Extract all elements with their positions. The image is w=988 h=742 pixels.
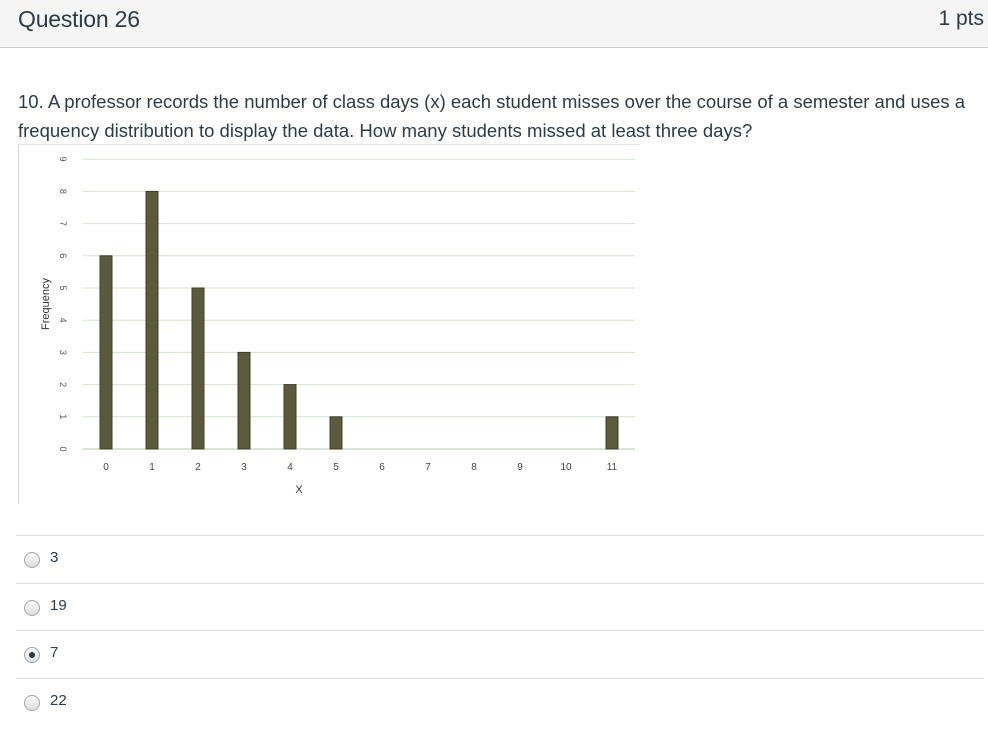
- y-tick-label: 4: [58, 318, 68, 323]
- x-tick-label: 4: [287, 462, 293, 473]
- y-tick-label: 7: [58, 221, 68, 226]
- answer-label: 22: [50, 691, 67, 709]
- radio-button[interactable]: [24, 552, 40, 568]
- radio-button[interactable]: [24, 694, 40, 711]
- question-title: Question 26: [18, 6, 140, 32]
- y-axis-label: Frequency: [40, 278, 52, 330]
- y-tick-label: 1: [58, 414, 68, 419]
- bar: [191, 287, 205, 450]
- frequency-chart: 0 1 2 3 4 5 6 7 8 9 0 1 2 3 4 5 6 7 8 9 10 11 X Frequency: [18, 144, 640, 504]
- question-text: 10. A professor records the number of cl…: [18, 91, 966, 141]
- x-tick-label: 1: [149, 462, 155, 473]
- bar: [283, 384, 297, 450]
- radio-button[interactable]: [24, 647, 40, 663]
- answer-option[interactable]: 7: [16, 630, 984, 678]
- x-tick-label: 11: [607, 462, 618, 473]
- question-points: 1 pts: [938, 7, 984, 30]
- x-tick-label: 9: [517, 462, 523, 473]
- x-tick-label: 6: [379, 462, 385, 473]
- bar: [145, 190, 159, 450]
- answer-label: 19: [50, 596, 67, 614]
- y-tick-label: 2: [58, 382, 68, 387]
- answer-list: 3 19 7 22: [16, 535, 984, 725]
- y-tick-label: 6: [58, 253, 68, 258]
- y-tick-label: 3: [58, 350, 68, 355]
- answer-label: 7: [50, 644, 59, 661]
- bar: [329, 416, 343, 450]
- x-tick-label: 5: [333, 462, 339, 473]
- chart-left-border: [18, 144, 19, 504]
- y-tick-label: 9: [58, 157, 68, 162]
- answer-option[interactable]: 3: [16, 535, 984, 583]
- x-tick-label: 8: [471, 462, 477, 473]
- x-tick-label: 2: [195, 462, 201, 473]
- answer-option[interactable]: 19: [16, 582, 984, 631]
- answer-option[interactable]: 22: [16, 677, 984, 726]
- x-tick-label: 7: [425, 462, 431, 473]
- bar: [605, 416, 619, 450]
- chart-svg: 0 1 2 3 4 5 6 7 8 9 0 1 2 3 4 5 6 7 8 9 10 11 X Frequency: [40, 157, 635, 496]
- y-tick-label: 5: [58, 285, 68, 290]
- question-header: Question 26 1 pts: [0, 0, 988, 48]
- x-tick-label: 3: [241, 462, 247, 473]
- y-tick-label: 0: [58, 446, 68, 451]
- x-axis-label: X: [295, 484, 303, 496]
- radio-button[interactable]: [24, 599, 40, 616]
- x-tick-label: 0: [103, 462, 109, 473]
- x-tick-label: 10: [560, 462, 572, 473]
- chart-top-border: [18, 144, 640, 145]
- bar: [237, 351, 251, 450]
- answer-label: 3: [50, 549, 59, 566]
- bar: [99, 255, 113, 450]
- y-tick-label: 8: [58, 189, 68, 194]
